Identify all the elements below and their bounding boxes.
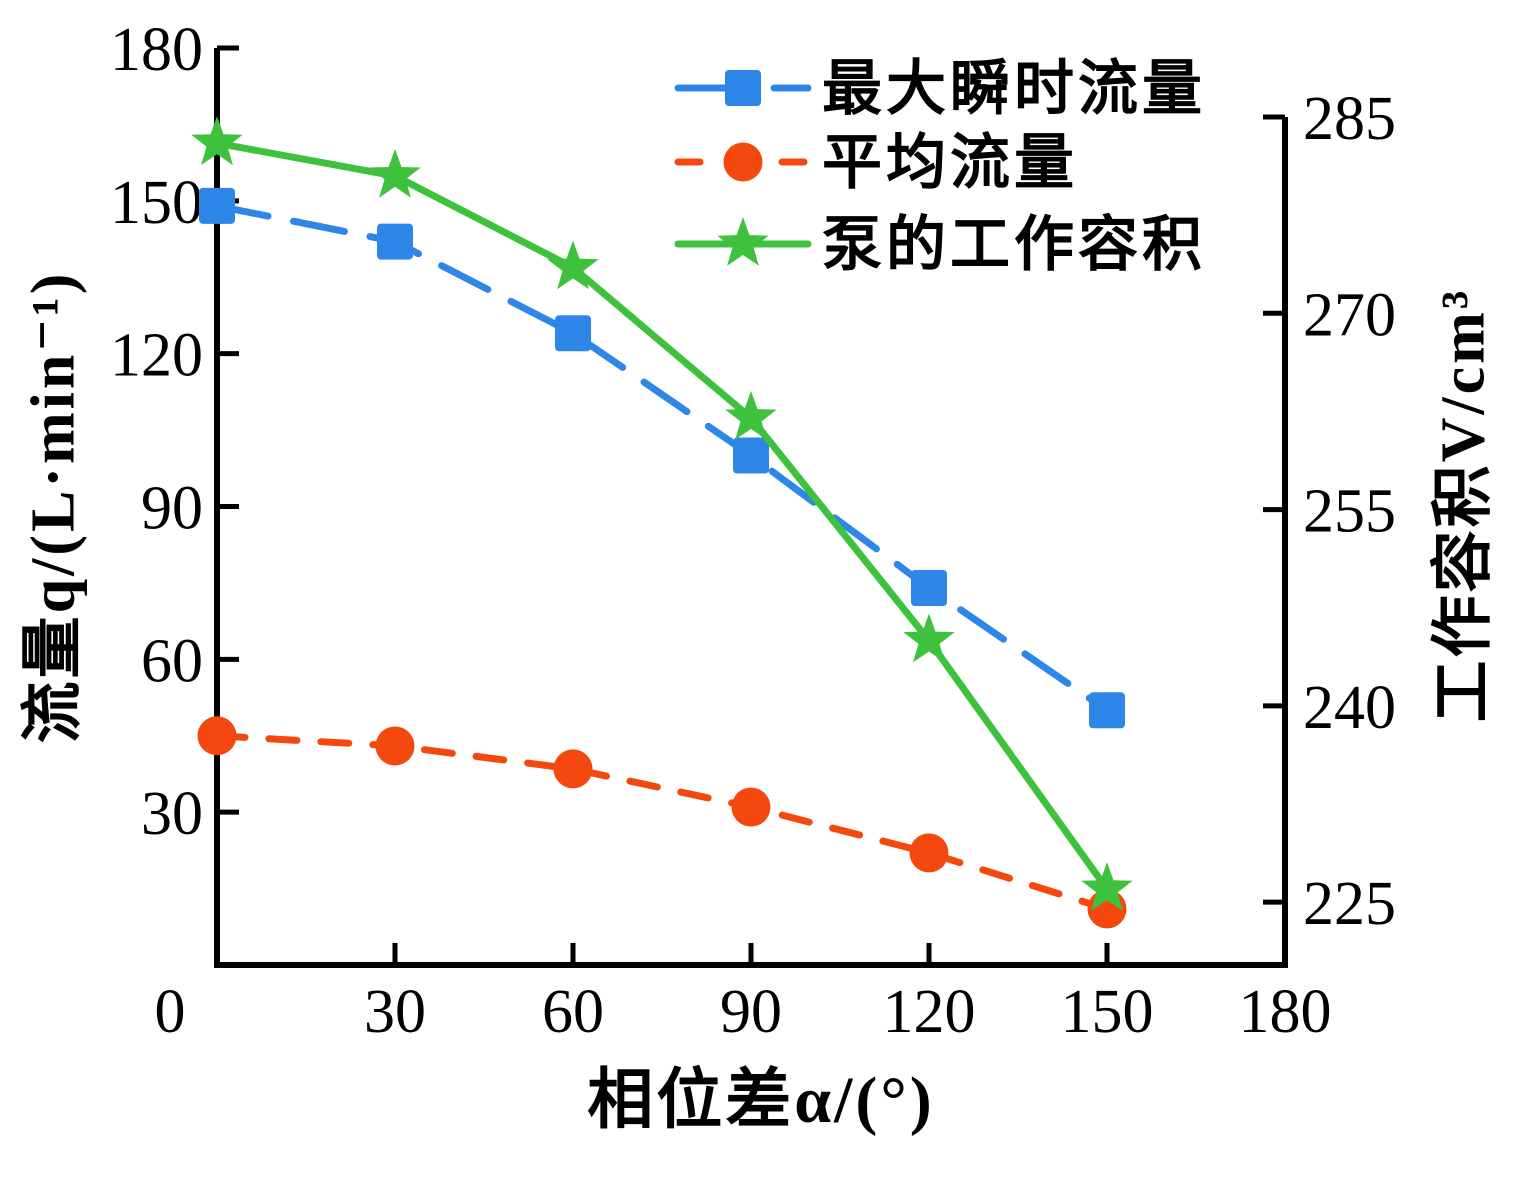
y-right-tick-label: 285 <box>1303 85 1396 153</box>
series-marker-max-instantaneous-flow <box>555 315 591 352</box>
legend-label-max-instantaneous-flow: 最大瞬时流量 <box>822 56 1206 122</box>
x-tick-label: 90 <box>720 978 782 1046</box>
legend-marker-max-instantaneous-flow <box>725 70 761 106</box>
x-tick-label: 60 <box>542 978 604 1046</box>
series-marker-average-flow <box>375 726 415 766</box>
x-tick-label: 120 <box>883 978 976 1046</box>
series-marker-average-flow <box>731 787 771 827</box>
legend-marker-pump-working-volume <box>717 217 769 266</box>
series-marker-pump-working-volume <box>369 148 421 198</box>
x-tick-label: 150 <box>1061 978 1154 1046</box>
series-marker-average-flow <box>909 833 949 873</box>
series-marker-pump-working-volume <box>903 613 955 663</box>
y-right-axis-title: 工作容积V/cm³ <box>1429 288 1498 723</box>
legend-item-max-instantaneous-flow: 最大瞬时流量 <box>674 56 1206 122</box>
y-right-tick-label: 270 <box>1303 281 1396 349</box>
x-tick-label: 30 <box>364 978 426 1046</box>
y-left-tick-label: 60 <box>141 627 203 695</box>
y-left-tick-label: 30 <box>141 780 203 848</box>
series-pump-working-volume <box>191 116 1133 911</box>
series-line-pump-working-volume <box>213 139 1111 893</box>
y-right-tick-label: 255 <box>1303 478 1396 546</box>
series-marker-pump-working-volume <box>725 391 777 440</box>
series-marker-max-instantaneous-flow <box>733 437 769 474</box>
series-max-instantaneous-flow <box>199 187 1125 729</box>
legend-label-pump-working-volume: 泵的工作容积 <box>822 212 1206 278</box>
axes: 30 60 90 120 150 180 225 240 255 270 285 0 30 60 90 120… <box>19 16 1498 1137</box>
series-average-flow <box>197 716 1127 929</box>
y-left-axis-title: 流量q/(L·min⁻¹) <box>19 271 88 744</box>
y-left-tick-label: 150 <box>110 169 203 237</box>
y-left-tick-label: 120 <box>110 322 203 390</box>
y-left-tick-label: 90 <box>141 475 203 543</box>
series-marker-max-instantaneous-flow <box>911 570 947 607</box>
series-marker-pump-working-volume <box>547 240 599 290</box>
series-marker-pump-working-volume <box>1081 862 1133 911</box>
y-left-tick-label: 180 <box>110 16 203 84</box>
legend-label-average-flow: 平均流量 <box>822 130 1078 196</box>
series-marker-pump-working-volume <box>191 116 243 165</box>
series-marker-max-instantaneous-flow <box>1089 692 1125 729</box>
y-right-tick-label: 225 <box>1303 870 1396 938</box>
series-marker-average-flow <box>197 716 237 756</box>
legend-item-average-flow: 平均流量 <box>674 130 1078 196</box>
x-axis-title: 相位差α/(°) <box>587 1064 935 1137</box>
series-line-average-flow <box>213 732 1111 913</box>
series-marker-max-instantaneous-flow <box>377 223 413 260</box>
series-marker-average-flow <box>553 749 593 789</box>
x-tick-label: 0 <box>155 978 186 1046</box>
x-tick-label: 180 <box>1239 978 1332 1046</box>
legend-marker-average-flow <box>723 142 763 182</box>
series-marker-max-instantaneous-flow <box>199 187 235 224</box>
y-right-tick-label: 240 <box>1303 674 1396 742</box>
series-line-max-instantaneous-flow <box>213 202 1111 714</box>
legend-item-pump-working-volume: 泵的工作容积 <box>674 212 1206 278</box>
